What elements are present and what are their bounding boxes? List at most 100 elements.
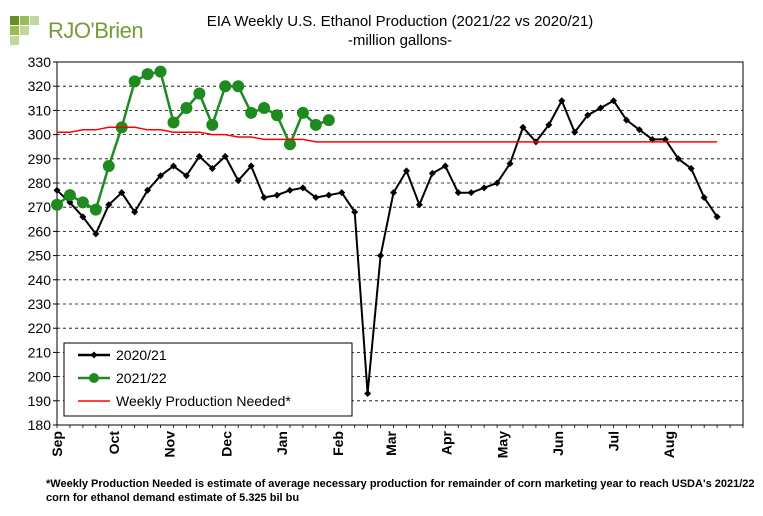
- data-point-2020-21: [480, 184, 488, 192]
- y-tick-label: 320: [28, 78, 52, 94]
- data-point-2020-21: [519, 123, 527, 131]
- legend-marker: [89, 373, 99, 383]
- x-tick-label: Nov: [162, 431, 178, 458]
- data-point-2020-21: [260, 194, 268, 202]
- data-point-2020-21: [377, 252, 385, 260]
- data-point-2020-21: [390, 189, 398, 197]
- logo-mark-icon: [8, 14, 42, 48]
- data-point-2020-21: [364, 390, 372, 398]
- y-tick-label: 180: [28, 417, 52, 433]
- legend-box: [63, 342, 353, 417]
- data-point-2020-21: [415, 201, 423, 209]
- y-tick-label: 210: [28, 344, 52, 360]
- y-tick-label: 190: [28, 393, 52, 409]
- data-point-2020-21: [610, 97, 618, 105]
- data-point-2020-21: [338, 189, 346, 197]
- data-point-2021-22: [296, 106, 309, 119]
- data-point-2020-21: [182, 172, 190, 180]
- data-point-2020-21: [131, 208, 139, 216]
- data-point-2021-22: [76, 196, 89, 209]
- y-tick-label: 290: [28, 151, 52, 167]
- data-point-2020-21: [92, 230, 100, 238]
- data-point-2021-22: [232, 80, 245, 93]
- data-point-2020-21: [234, 177, 242, 185]
- y-tick-label: 280: [28, 175, 52, 191]
- data-point-2020-21: [687, 164, 695, 172]
- data-point-2020-21: [299, 184, 307, 192]
- series-line-2: [57, 126, 718, 143]
- company-logo: RJO'Brien: [8, 14, 158, 50]
- data-point-2020-21: [454, 189, 462, 197]
- data-point-2020-21: [402, 167, 410, 175]
- data-point-2021-22: [322, 114, 335, 127]
- y-tick-label: 220: [28, 320, 52, 336]
- data-point-2020-21: [506, 160, 514, 168]
- legend-label: 2021/22: [116, 370, 167, 386]
- data-point-2020-21: [325, 191, 333, 199]
- x-tick-label: Dec: [219, 431, 235, 457]
- legend-label: Weekly Production Needed*: [116, 393, 291, 409]
- y-tick-label: 230: [28, 296, 52, 312]
- data-point-2020-21: [635, 126, 643, 134]
- data-point-2020-21: [493, 179, 501, 187]
- y-tick-label: 310: [28, 102, 52, 118]
- y-tick-label: 250: [28, 248, 52, 264]
- data-point-2020-21: [351, 208, 359, 216]
- data-point-2021-22: [154, 65, 167, 78]
- data-point-2020-21: [169, 162, 177, 170]
- data-point-2020-21: [441, 162, 449, 170]
- data-point-2020-21: [467, 189, 475, 197]
- data-point-2020-21: [571, 128, 579, 136]
- logo-text: RJO'Brien: [48, 18, 144, 43]
- data-point-2020-21: [157, 172, 165, 180]
- data-point-2020-21: [79, 213, 87, 221]
- series-line-0: [56, 98, 718, 394]
- x-tick-label: Jun: [550, 431, 566, 456]
- data-point-2020-21: [713, 213, 721, 221]
- data-point-2020-21: [674, 155, 682, 163]
- x-tick-label: Jan: [274, 431, 290, 455]
- data-point-2021-22: [245, 106, 258, 119]
- x-tick-label: Feb: [330, 431, 346, 456]
- data-point-2020-21: [195, 152, 203, 160]
- y-tick-label: 330: [28, 54, 52, 70]
- data-point-2021-22: [63, 189, 76, 202]
- chart-title-block: EIA Weekly U.S. Ethanol Production (2021…: [140, 12, 660, 50]
- data-point-2020-21: [545, 121, 553, 129]
- data-point-2020-21: [558, 97, 566, 105]
- legend-marker: [90, 351, 98, 359]
- data-point-2021-22: [283, 138, 296, 151]
- data-point-2021-22: [128, 75, 141, 88]
- data-point-2020-21: [144, 186, 152, 194]
- data-point-2020-21: [118, 189, 126, 197]
- chart-footnote: *Weekly Production Needed is estimate of…: [46, 478, 755, 504]
- y-tick-label: 300: [28, 127, 52, 143]
- data-point-2020-21: [623, 116, 631, 124]
- y-tick-label: 200: [28, 369, 52, 385]
- data-point-2020-21: [286, 186, 294, 194]
- data-point-2021-22: [193, 87, 206, 100]
- data-point-2020-21: [597, 104, 605, 112]
- data-point-2020-21: [53, 186, 61, 194]
- x-tick-label: Oct: [106, 431, 122, 455]
- y-tick-label: 240: [28, 272, 52, 288]
- data-point-2021-22: [51, 198, 63, 211]
- chart-title: EIA Weekly U.S. Ethanol Production (2021…: [206, 13, 594, 30]
- data-point-2020-21: [273, 191, 281, 199]
- series-line-1: [56, 70, 330, 212]
- x-tick-label: Sep: [49, 431, 65, 457]
- x-tick-label: Apr: [439, 430, 455, 455]
- data-point-2020-21: [428, 169, 436, 177]
- data-point-2021-22: [167, 116, 180, 129]
- data-point-2020-21: [105, 201, 113, 209]
- data-point-2021-22: [271, 109, 284, 122]
- data-point-2020-21: [700, 194, 708, 202]
- y-tick-label: 270: [28, 199, 52, 215]
- data-point-2021-22: [258, 101, 271, 114]
- data-point-2020-21: [208, 164, 216, 172]
- data-point-2021-22: [206, 118, 219, 131]
- x-tick-label: Mar: [383, 430, 399, 455]
- x-tick-label: Aug: [661, 431, 677, 458]
- data-point-2021-22: [309, 118, 322, 131]
